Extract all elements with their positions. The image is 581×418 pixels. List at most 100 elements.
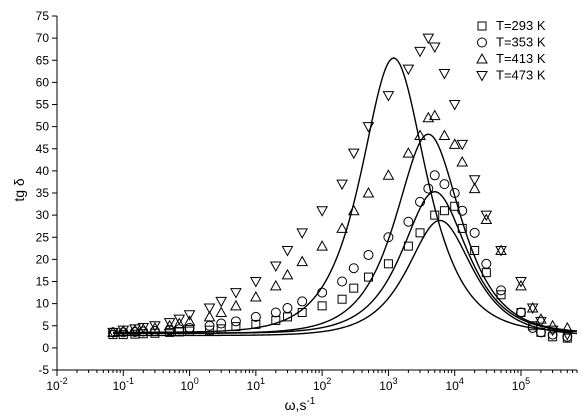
data-point-2 [415,196,426,207]
y-tick-label: 0 [42,341,49,355]
data-point-4 [269,261,282,273]
x-tick-label: 10-2 [46,376,67,393]
data-point-4 [480,210,493,222]
fit-curve-3 [113,133,578,334]
legend-label-3: T=413 K [496,51,546,66]
data-point-2 [184,322,195,333]
data-point-1 [496,290,506,300]
data-point-2 [496,285,507,296]
data-point-4 [281,246,294,257]
legend: T=293 K T=353 KT=413 K T=473 K [476,18,546,83]
data-point-1 [403,241,413,251]
data-point-4 [230,288,242,299]
data-point-3 [183,315,196,326]
data-point-3 [422,111,435,123]
x-tick-label: 105 [512,376,530,393]
data-point-2 [270,307,281,318]
data-point-1 [216,324,226,334]
data-point-3 [215,306,228,317]
data-point-4 [117,325,130,337]
data-point-2 [535,327,546,338]
data-point-3 [269,279,282,291]
legend-marker-3 [476,52,488,64]
data-point-3 [336,222,348,233]
data-point-3 [230,299,242,311]
data-point-2 [282,303,293,314]
data-point-1 [185,326,195,336]
data-point-3 [281,268,294,280]
x-axis-title: ω,s-1 [285,396,316,413]
y-tick-label: 75 [36,9,50,23]
data-point-1 [297,307,307,317]
legend-label-1: T=293 K [496,18,546,33]
data-point-1 [231,322,241,332]
data-point-3 [535,313,547,324]
data-point-3 [316,240,328,251]
x-tick-label: 102 [313,376,331,393]
x-axis-title-main: ω,s [285,397,307,413]
data-point-4 [296,228,309,239]
data-point-4 [515,277,527,288]
data-point-4 [203,303,216,315]
data-point-2 [348,263,359,274]
fit-curves [113,57,578,337]
data-point-2 [216,318,227,329]
data-point-4 [402,64,415,76]
data-point-4 [183,310,196,321]
data-point-4 [336,179,348,191]
data-point-1 [548,332,558,342]
data-point-4 [107,327,119,339]
y-tick-label: 35 [36,186,50,200]
data-point-4 [561,330,574,341]
data-point-4 [422,33,435,45]
data-point-4 [382,91,395,102]
data-point-2 [469,227,480,238]
data-point-4 [362,122,375,133]
data-point-3 [414,129,426,140]
data-point-3 [402,147,415,158]
data-point-1 [337,294,347,304]
y-tick-label: 30 [36,208,50,222]
y-tick-label: 40 [36,164,50,178]
data-point-2 [439,179,450,190]
y-tick-label: 20 [36,252,50,266]
data-point-4 [316,206,328,217]
y-tick-label: 10 [36,297,50,311]
data-point-4 [137,323,150,334]
data-point-4 [438,69,451,80]
data-point-3 [546,319,559,331]
data-point-2 [457,205,468,216]
data-point-1 [457,223,467,233]
data-point-1 [271,315,281,325]
data-point-1 [205,325,215,335]
y-tick-label: 65 [36,53,50,67]
data-point-3 [480,213,493,225]
data-point-3 [456,155,469,167]
data-point-4 [149,321,161,332]
data-point-4 [456,139,469,151]
data-point-1 [363,272,373,282]
data-point-1 [317,301,327,311]
fit-curve-4 [113,57,578,334]
x-tick-label: 10-1 [113,376,134,393]
data-point-3 [250,290,262,302]
data-point-1 [430,210,440,220]
data-point-2 [250,311,261,322]
data-point-4 [163,318,176,329]
data-point-1 [415,228,425,238]
data-point-3 [347,204,360,216]
data-point-3 [163,319,176,331]
data-point-3 [382,169,395,180]
y-axis-title: tg δ [11,178,27,202]
data-point-4 [414,46,426,58]
data-point-3 [173,317,186,329]
data-point-4 [495,246,507,257]
legend-label-4: T=473 K [496,68,546,83]
data-point-2 [297,296,308,307]
data-point-3 [448,138,461,149]
data-point-4 [215,296,228,308]
x-tick-label: 104 [446,376,464,393]
data-point-4 [448,100,461,111]
